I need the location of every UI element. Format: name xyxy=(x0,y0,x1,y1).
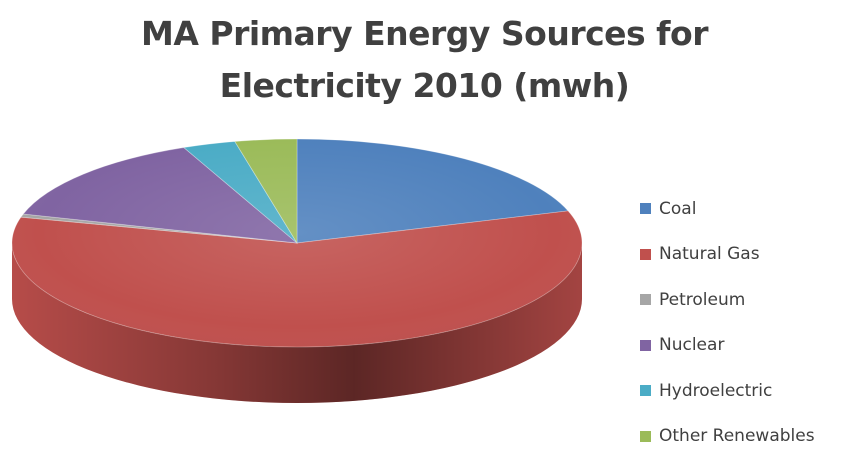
legend-item-hydroelectric: Hydroelectric xyxy=(640,368,815,414)
legend-label: Natural Gas xyxy=(659,244,760,265)
chart-title-line-1: MA Primary Energy Sources for xyxy=(141,14,708,53)
chart-title-line-2: Electricity 2010 (mwh) xyxy=(219,66,630,105)
legend-label: Hydroelectric xyxy=(659,380,773,401)
pie-sides xyxy=(12,243,582,403)
legend-swatch xyxy=(640,294,651,306)
legend-item-natural-gas: Natural Gas xyxy=(640,232,815,278)
chart-title: MA Primary Energy Sources for Electricit… xyxy=(0,8,849,112)
legend-item-petroleum: Petroleum xyxy=(640,277,815,323)
legend-label: Other Renewables xyxy=(659,426,815,447)
legend-swatch xyxy=(640,203,651,215)
legend-item-nuclear: Nuclear xyxy=(640,323,815,369)
legend-swatch xyxy=(640,248,651,260)
legend-label: Coal xyxy=(659,198,697,219)
legend-swatch xyxy=(640,385,651,397)
chart-legend: Coal Natural Gas Petroleum Nuclear Hydroelec… xyxy=(640,186,815,459)
legend-item-other-renewables: Other Renewables xyxy=(640,414,815,460)
pie-tops xyxy=(11,138,583,348)
legend-label: Petroleum xyxy=(659,289,746,310)
pie-side-natural-gas xyxy=(12,243,582,403)
legend-label: Nuclear xyxy=(659,335,725,356)
pie-top-highlight xyxy=(12,139,582,347)
legend-swatch xyxy=(640,339,651,351)
legend-swatch xyxy=(640,430,651,442)
legend-item-coal: Coal xyxy=(640,186,815,232)
